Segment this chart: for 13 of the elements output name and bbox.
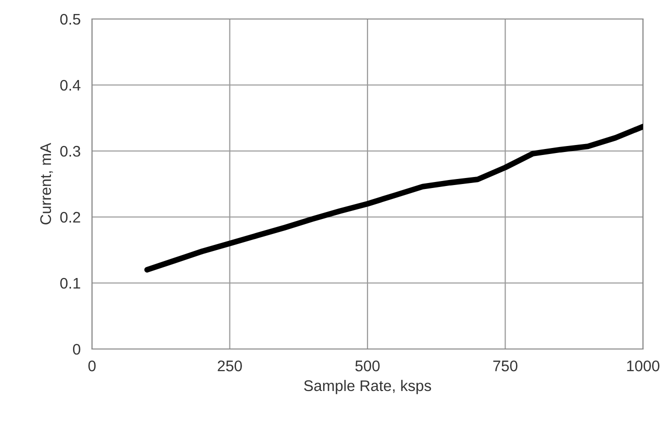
y-tick-label: 0.4 [60, 80, 80, 91]
y-tick-label: 0.1 [60, 278, 80, 289]
x-tick-label: 250 [218, 360, 242, 372]
x-tick-label: 1000 [627, 360, 660, 372]
y-tick-label: 0.3 [60, 146, 80, 157]
x-axis-title: Sample Rate, ksps [304, 380, 432, 394]
y-tick-label: 0.2 [60, 212, 80, 223]
x-tick-label: 500 [355, 360, 380, 372]
y-tick-label: 0.5 [60, 14, 80, 25]
y-tick-label: 0 [72, 344, 80, 355]
y-axis-title: Current, mA [40, 142, 53, 224]
x-tick-label: 750 [493, 360, 518, 372]
x-tick-label: 0 [88, 360, 96, 372]
